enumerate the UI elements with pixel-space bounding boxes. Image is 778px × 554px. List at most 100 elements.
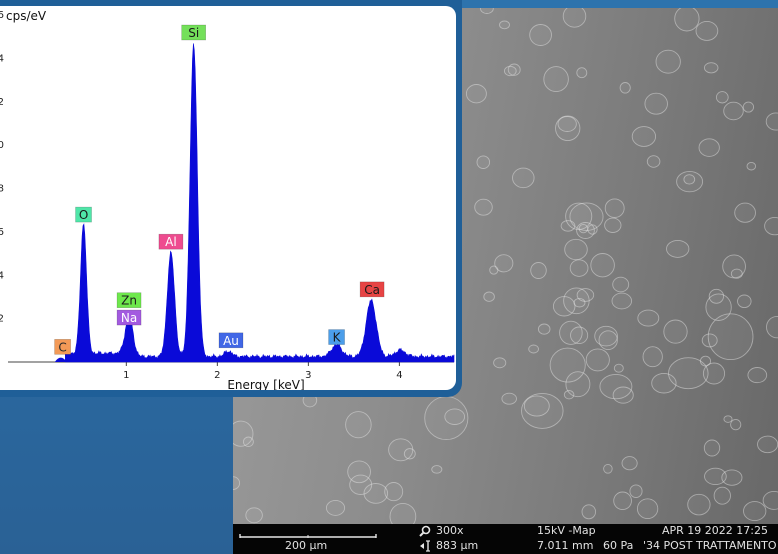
surface-crater: [655, 49, 681, 74]
sem-status-bar: 200 µm 300x 883 µm 15kV -Map 7.011 mm 60…: [233, 524, 778, 554]
surface-crater: [598, 330, 618, 351]
peak-label-text: O: [79, 208, 88, 222]
chamber-pressure: 60 Pa: [603, 539, 634, 552]
sem-surface-texture: [233, 8, 778, 524]
x-tick-label: 2: [214, 370, 220, 381]
surface-crater: [721, 469, 743, 486]
magnifier-icon: [419, 525, 431, 540]
y-tick-label: 16: [0, 10, 4, 21]
field-width-value: 883 µm: [436, 539, 479, 552]
peak-label-box: [116, 309, 142, 326]
surface-crater: [704, 467, 727, 486]
surface-crater: [703, 439, 721, 457]
surface-crater: [646, 155, 661, 168]
surface-crater: [347, 460, 371, 484]
surface-crater: [676, 170, 704, 193]
surface-crater: [713, 486, 731, 505]
surface-crater: [742, 101, 755, 113]
surface-crater: [570, 326, 589, 345]
surface-crater: [585, 348, 610, 372]
peak-label-text: Ca: [364, 283, 380, 297]
y-tick-label: 2: [0, 314, 4, 325]
surface-crater: [599, 373, 633, 400]
surface-crater: [242, 436, 254, 448]
surface-crater: [764, 216, 778, 236]
surface-crater: [465, 84, 487, 104]
surface-crater: [557, 116, 577, 132]
surface-crater: [494, 254, 514, 273]
surface-crater: [737, 294, 752, 309]
surface-crater: [549, 347, 586, 383]
surface-crater: [604, 217, 622, 233]
y-tick-label: 6: [0, 227, 4, 238]
surface-crater: [528, 344, 539, 354]
surface-crater: [501, 392, 517, 405]
scale-bar: [239, 534, 377, 538]
surface-crater: [543, 66, 569, 93]
surface-crater: [723, 101, 744, 121]
surface-crater: [621, 456, 638, 471]
surface-crater: [746, 161, 757, 171]
surface-crater: [555, 115, 581, 142]
x-tick-label: 4: [396, 370, 402, 381]
surface-crater: [233, 476, 241, 490]
y-tick-label: 8: [0, 184, 4, 195]
working-distance: 7.011 mm: [537, 539, 594, 552]
peak-label-box: [54, 339, 71, 355]
peak-label-box: [181, 24, 206, 41]
surface-crater: [683, 174, 696, 185]
surface-crater: [444, 408, 466, 425]
surface-crater: [537, 323, 551, 335]
surface-crater: [702, 362, 726, 385]
peak-label-text: C: [58, 340, 66, 354]
peak-label-box: [158, 233, 184, 250]
surface-crater: [476, 155, 491, 169]
surface-crater: [565, 371, 591, 398]
sample-name: '34 POST TRATTAMENTO: [643, 539, 777, 552]
surface-crater: [576, 67, 588, 79]
surface-crater: [701, 333, 718, 348]
surface-crater: [563, 287, 590, 315]
surface-crater: [507, 63, 521, 76]
surface-crater: [499, 20, 510, 30]
surface-crater: [233, 420, 254, 447]
surface-crater: [483, 291, 495, 302]
surface-crater: [529, 24, 552, 46]
surface-crater: [325, 499, 346, 516]
eds-spectrum-panel: cps/eV Energy [keV] 1234246810121416COZn…: [0, 0, 462, 397]
surface-crater: [698, 138, 720, 157]
peak-label-text: Au: [223, 334, 239, 348]
surface-crater: [569, 202, 604, 231]
peak-label-al: Al: [158, 233, 184, 250]
surface-crater: [666, 239, 690, 258]
peak-label-ca: Ca: [359, 281, 385, 298]
surface-crater: [642, 346, 663, 368]
surface-crater: [345, 411, 372, 439]
surface-crater: [512, 167, 535, 189]
surface-crater: [619, 82, 631, 94]
surface-crater: [480, 8, 494, 14]
surface-crater: [730, 418, 742, 431]
surface-crater: [388, 438, 414, 462]
surface-crater: [523, 395, 550, 417]
surface-crater: [644, 92, 668, 115]
surface-crater: [631, 126, 657, 147]
magnification-value: 300x: [436, 524, 464, 537]
peak-label-box: [359, 281, 385, 298]
surface-crater: [765, 112, 778, 131]
peak-label-text: Na: [121, 311, 137, 325]
surface-crater: [695, 20, 719, 41]
surface-crater: [762, 490, 778, 510]
scale-bar-label: 200 µm: [285, 539, 328, 552]
surface-crater: [707, 313, 754, 361]
y-tick-label: 12: [0, 97, 4, 108]
peak-label-box: [75, 206, 92, 223]
peak-label-na: Na: [116, 309, 142, 326]
surface-crater: [687, 493, 711, 516]
eds-spectrum-card: cps/eV Energy [keV] 1234246810121416COZn…: [0, 6, 456, 390]
peak-label-box: [116, 292, 142, 309]
surface-crater: [363, 483, 389, 504]
surface-crater: [715, 91, 729, 104]
peak-label-zn: Zn: [116, 292, 142, 309]
peak-label-text: Si: [188, 26, 199, 40]
